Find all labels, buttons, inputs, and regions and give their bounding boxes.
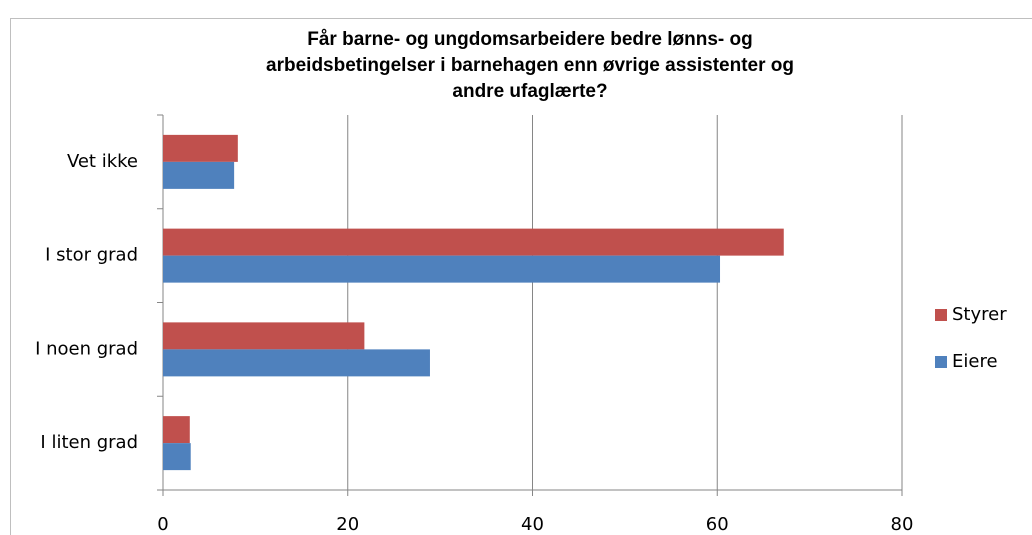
legend-swatch (935, 309, 947, 321)
bar (163, 161, 235, 189)
legend-label: Styrer (952, 304, 1007, 325)
x-tick-label: 20 (336, 514, 359, 535)
x-tick-label: 40 (521, 514, 544, 535)
x-tick-label: 80 (891, 514, 914, 535)
chart-title: arbeidsbetingelser i barnehagen enn øvri… (266, 55, 794, 76)
bar (163, 349, 430, 377)
x-tick-label: 60 (706, 514, 729, 535)
bar (163, 228, 784, 256)
chart-title: Får barne- og ungdomsarbeidere bedre løn… (307, 29, 753, 50)
x-tick-label: 0 (157, 514, 168, 535)
y-tick-label: I liten grad (40, 432, 138, 453)
bar (163, 134, 238, 162)
bar (163, 416, 190, 444)
y-tick-label: I noen grad (35, 338, 138, 359)
legend-label: Eiere (952, 351, 998, 372)
y-tick-label: I stor grad (45, 245, 138, 266)
chart-title: andre ufaglærte? (452, 81, 607, 102)
bar (163, 255, 721, 283)
bar (163, 322, 365, 350)
y-tick-label: Vet ikke (67, 151, 138, 172)
bar (163, 443, 191, 471)
legend-swatch (935, 356, 947, 368)
